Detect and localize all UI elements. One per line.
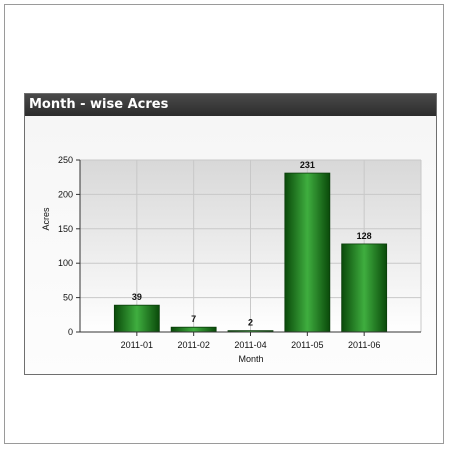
- bar-chart: 0 50 100 150 200 250 39 2011-01 7 2011-02 2 2011-04…: [41, 155, 422, 364]
- y-axis-title: Acres: [41, 207, 51, 231]
- y-tick-label: 150: [58, 224, 73, 234]
- x-tick-label: 2011-04: [234, 340, 266, 350]
- y-tick-label: 100: [58, 258, 73, 268]
- bar-value-label: 231: [300, 160, 315, 170]
- x-tick-label: 2011-05: [291, 340, 323, 350]
- bar: [113, 304, 160, 333]
- y-tick-label: 200: [58, 189, 73, 199]
- x-tick-label: 2011-02: [177, 340, 209, 350]
- bar-value-label: 7: [191, 314, 196, 324]
- y-tick-label: 50: [63, 293, 73, 303]
- y-tick-label: 250: [58, 155, 73, 165]
- panel-title: Month - wise Acres: [25, 94, 436, 116]
- image-frame: Month - wise Acres: [4, 4, 444, 444]
- bar-value-label: 39: [132, 292, 142, 302]
- y-tick-label: 0: [68, 327, 73, 337]
- bar-value-label: 2: [248, 318, 253, 328]
- x-tick-label: 2011-06: [348, 340, 380, 350]
- axis-layer: [76, 159, 421, 336]
- x-axis-title: Month: [238, 354, 263, 364]
- chart-area: 0 50 100 150 200 250 39 2011-01 7 2011-02 2 2011-04…: [25, 116, 436, 374]
- labels-layer: 0 50 100 150 200 250 39 2011-01 7 2011-02 2 2011-04…: [58, 155, 380, 350]
- bar-value-label: 128: [357, 231, 372, 241]
- bar: [284, 172, 331, 333]
- chart-panel: Month - wise Acres: [24, 93, 437, 375]
- bars-layer: [113, 172, 388, 333]
- bar: [341, 243, 388, 333]
- bar: [170, 326, 217, 333]
- x-tick-label: 2011-01: [121, 340, 153, 350]
